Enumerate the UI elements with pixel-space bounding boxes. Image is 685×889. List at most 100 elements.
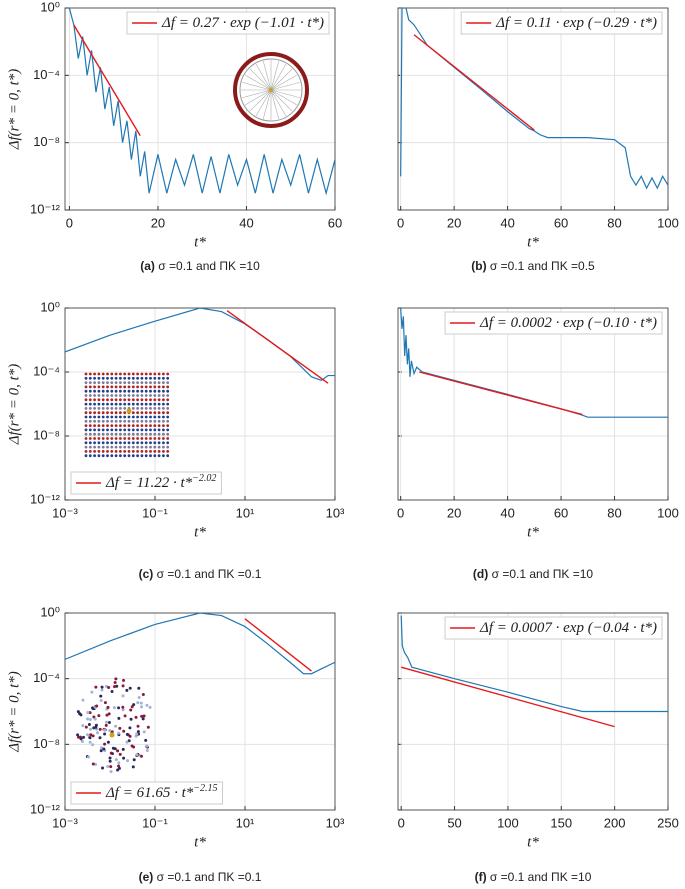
inset-dot — [125, 732, 129, 736]
inset-dot — [97, 450, 101, 453]
inset-dot — [149, 394, 152, 397]
inset-dot — [166, 445, 170, 449]
inset-dot — [114, 437, 118, 440]
inset-dot — [162, 389, 165, 393]
x-axis-label: t* — [527, 234, 539, 250]
y-tick-label: 10⁻⁴ — [33, 363, 60, 378]
inset-dot — [131, 419, 135, 423]
inset-dot — [144, 454, 148, 458]
inset-dot — [88, 718, 92, 722]
x-axis-label: t* — [527, 524, 539, 540]
inset-dot — [153, 450, 157, 453]
inset-dot — [127, 432, 131, 436]
inset-dot — [153, 445, 157, 449]
inset-dot — [123, 398, 127, 402]
inset-dot — [144, 407, 148, 410]
inset-dot — [105, 713, 109, 717]
inset-dot — [110, 419, 114, 423]
legend-label: Δf = 11.22 · t*−2.02 — [105, 473, 216, 492]
inset-dot — [122, 729, 126, 733]
inset-dot — [97, 381, 101, 384]
y-axis-label: Δf(r* = 0, t*) — [6, 364, 22, 446]
inset-dot — [166, 402, 170, 406]
inset-dot — [166, 450, 170, 453]
inset-dot — [90, 690, 94, 694]
inset-dot — [131, 394, 135, 397]
inset-dot — [157, 419, 161, 423]
inset-dot — [131, 407, 135, 410]
inset-dot — [93, 402, 96, 406]
inset-dot — [97, 376, 101, 380]
inset-dot — [107, 712, 111, 716]
inset-ring — [233, 52, 309, 128]
inset-dot — [128, 686, 132, 690]
inset-dot — [153, 407, 157, 410]
inset-dot — [123, 411, 127, 415]
inset-dot — [153, 376, 157, 380]
inset-dot — [76, 733, 80, 737]
inset-dot — [110, 454, 114, 458]
inset-dot — [114, 372, 118, 376]
inset-dot — [123, 372, 127, 376]
inset-dot — [157, 424, 161, 427]
inset-dot — [140, 381, 144, 384]
inset-dot — [84, 376, 88, 380]
series-line — [244, 618, 312, 672]
inset-dot — [139, 754, 143, 758]
inset-dot — [127, 372, 131, 376]
inset-dot — [144, 441, 148, 445]
inset-dot — [81, 698, 85, 702]
inset-dot — [84, 454, 88, 458]
inset-dot — [101, 424, 105, 427]
inset-dot — [93, 372, 96, 376]
inset-dot — [101, 411, 105, 415]
inset-spoke — [270, 81, 301, 91]
inset-dot — [108, 756, 112, 760]
inset-dot — [136, 437, 140, 440]
inset-dot — [123, 432, 127, 436]
inset-dot — [136, 454, 140, 458]
inset-dot — [166, 419, 170, 423]
inset-dot — [117, 766, 121, 770]
inset-dot — [93, 407, 96, 410]
inset-dot — [149, 398, 152, 402]
inset-dot — [153, 398, 157, 402]
inset-dot — [100, 688, 104, 692]
series-line — [400, 8, 668, 190]
inset-dot — [162, 454, 165, 458]
inset-dot — [131, 376, 135, 380]
inset-dot — [144, 385, 148, 389]
inset-dot — [123, 714, 127, 718]
inset-dot — [140, 445, 144, 449]
inset-dot — [118, 726, 122, 730]
plot-area — [398, 308, 668, 500]
inset-dot — [128, 726, 132, 730]
inset-dot — [84, 394, 88, 397]
inset-dot — [131, 765, 135, 769]
inset-dot — [119, 454, 122, 458]
inset-dot — [142, 714, 146, 718]
inset-dot — [123, 428, 127, 432]
inset-dot — [103, 742, 107, 746]
inset-dot — [102, 747, 106, 751]
inset-dot — [162, 428, 165, 432]
inset-dot — [101, 437, 105, 440]
inset-dot — [93, 415, 96, 419]
inset-dot — [101, 445, 105, 449]
inset-dot — [87, 723, 91, 727]
inset-dot — [166, 428, 170, 432]
series-line — [400, 615, 668, 713]
inset-dot — [93, 441, 96, 445]
inset-dot — [153, 419, 157, 423]
inset-dot — [97, 419, 101, 423]
inset-dot — [96, 731, 100, 735]
inset-dot — [123, 445, 127, 449]
inset-dot — [166, 376, 170, 380]
inset-dot — [106, 389, 109, 393]
inset-dot — [162, 407, 165, 410]
inset-dot — [79, 737, 83, 741]
inset-dot — [149, 419, 152, 423]
inset-dot — [102, 728, 106, 732]
inset-dot — [162, 450, 165, 453]
inset-spoke — [270, 60, 280, 91]
